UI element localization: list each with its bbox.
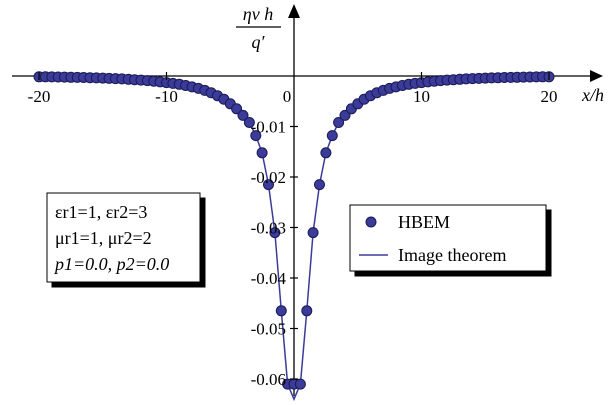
parameters-box: εr1=1, εr2=3 μr1=1, μr2=2 p1=0.0, p2=0.0 bbox=[46, 192, 201, 283]
hbem-series bbox=[33, 71, 555, 390]
hbem-point bbox=[320, 147, 332, 159]
hbem-point bbox=[307, 227, 319, 239]
x-tick-label: -10 bbox=[155, 87, 178, 106]
x-axis-label: x/h bbox=[581, 85, 604, 105]
parameters-line-2: μr1=1, μr2=2 bbox=[55, 228, 152, 248]
y-tick-label: -0.02 bbox=[251, 168, 286, 187]
hbem-point bbox=[231, 103, 243, 115]
y-tick-label: -0.03 bbox=[251, 219, 286, 238]
x-tick-label: 20 bbox=[541, 87, 558, 106]
y-tick-label: -0.01 bbox=[251, 118, 286, 137]
x-tick-label: 0 bbox=[283, 87, 292, 106]
hbem-point bbox=[275, 305, 287, 317]
y-tick-label: -0.05 bbox=[251, 320, 286, 339]
legend: HBEM Image theorem bbox=[349, 204, 547, 272]
hbem-point bbox=[237, 109, 249, 121]
y-axis-label: ηv h q′ bbox=[236, 4, 281, 52]
hbem-point bbox=[333, 117, 345, 128]
hbem-point bbox=[294, 378, 306, 390]
legend-image-theorem-label: Image theorem bbox=[398, 245, 506, 265]
parameters-line-3: p1=0.0, p2=0.0 bbox=[53, 254, 169, 274]
y-axis-label-numerator: ηv h bbox=[243, 4, 273, 24]
tick-labels: -20 -10 0 10 20 -0.01 -0.02 -0.03 -0.04 -0.05 -0.0… bbox=[28, 72, 558, 389]
hbem-point bbox=[269, 227, 281, 239]
hbem-point bbox=[339, 109, 351, 121]
hbem-point bbox=[326, 130, 338, 142]
parameters-line-1: εr1=1, εr2=3 bbox=[55, 202, 147, 222]
x-tick-label: 10 bbox=[413, 87, 430, 106]
parameters-box-frame bbox=[46, 192, 201, 283]
legend-hbem-label: HBEM bbox=[398, 212, 450, 232]
y-tick-label: -0.04 bbox=[251, 269, 287, 288]
legend-hbem-marker bbox=[365, 216, 377, 228]
y-axis-arrow bbox=[288, 4, 300, 18]
hbem-point bbox=[243, 117, 255, 128]
y-tick-label: -0.06 bbox=[251, 370, 286, 389]
legend-frame bbox=[349, 204, 547, 272]
hbem-point bbox=[314, 179, 325, 191]
x-tick-label: -20 bbox=[28, 87, 51, 106]
hbem-point bbox=[256, 147, 268, 159]
hbem-point bbox=[250, 130, 262, 142]
y-axis-label-denominator: q′ bbox=[252, 32, 266, 52]
hbem-point bbox=[263, 179, 274, 191]
hbem-point bbox=[301, 305, 313, 317]
x-axis-arrow bbox=[590, 70, 603, 82]
